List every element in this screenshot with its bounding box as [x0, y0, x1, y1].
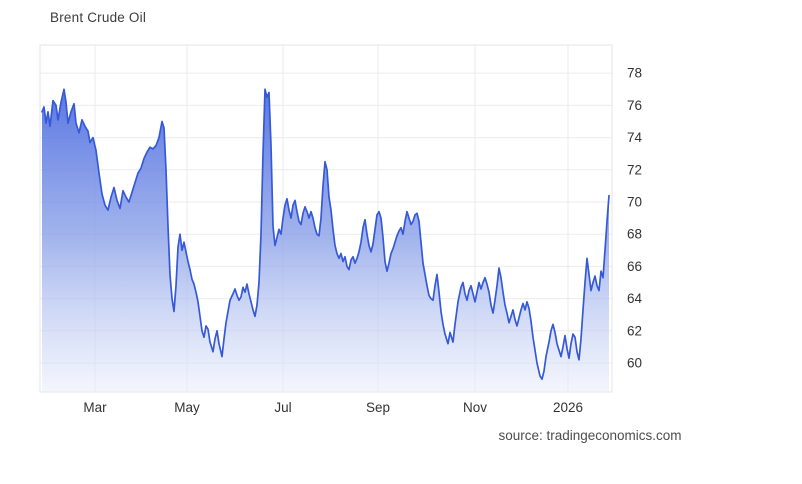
price-line[interactable] — [41, 88, 610, 380]
source-text: source: tradingeconomics.com — [498, 428, 682, 443]
x-tick-label: Mar — [83, 400, 107, 415]
y-tick-label: 66 — [627, 259, 642, 274]
y-tick-label: 68 — [627, 227, 642, 242]
y-tick-label: 72 — [627, 162, 642, 177]
price-area — [42, 89, 609, 392]
y-tick-label: 64 — [627, 291, 643, 306]
x-tick-label: Nov — [463, 400, 487, 415]
y-tick-label: 62 — [627, 323, 642, 338]
y-tick-label: 78 — [627, 66, 642, 81]
y-tick-label: 74 — [627, 130, 643, 145]
x-tick-label: Jul — [274, 400, 291, 415]
x-tick-label: 2026 — [553, 400, 583, 415]
y-tick-label: 70 — [627, 194, 642, 209]
y-tick-label: 76 — [627, 98, 642, 113]
y-tick-label: 60 — [627, 356, 642, 371]
chart-title: Brent Crude Oil — [50, 10, 147, 25]
x-tick-label: May — [174, 400, 200, 415]
x-tick-label: Sep — [366, 400, 390, 415]
